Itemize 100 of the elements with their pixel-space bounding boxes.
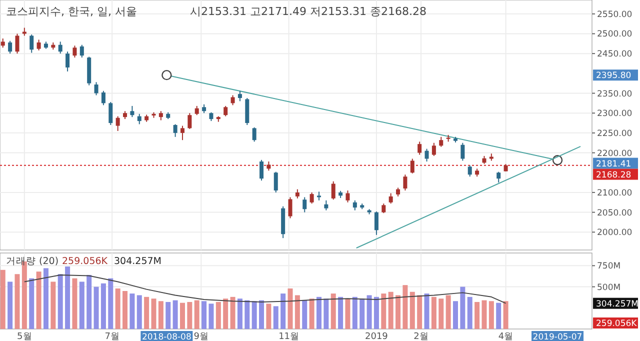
bar — [488, 301, 494, 329]
y-tick-label: 2100.00 — [597, 188, 632, 198]
x-tick-label: 11월 — [278, 332, 300, 341]
bar — [36, 272, 42, 329]
bar — [280, 294, 286, 329]
bar — [324, 298, 329, 329]
bar — [374, 296, 379, 329]
bar — [208, 304, 214, 329]
bar — [65, 266, 70, 329]
bar — [467, 296, 472, 329]
bar — [244, 300, 250, 329]
bar — [180, 302, 185, 329]
bar — [216, 302, 221, 329]
chart-title: 거래량 (20) — [6, 256, 59, 267]
bar — [410, 292, 415, 329]
bar — [130, 294, 135, 329]
bar — [417, 295, 422, 329]
bar — [187, 302, 192, 329]
y-tick-label: 500M — [597, 282, 621, 293]
ref-line-label: 2168.28 — [596, 170, 632, 180]
y-tick-label: 2350.00 — [597, 89, 632, 100]
bar — [388, 292, 394, 329]
bar — [202, 301, 207, 329]
bar — [338, 296, 344, 329]
text: 코스피지수, 한국, 일, 서울 — [6, 5, 137, 18]
bar — [352, 296, 358, 329]
bar — [309, 298, 314, 329]
bar — [115, 288, 120, 329]
bar — [259, 300, 264, 329]
bar — [144, 296, 150, 329]
bar — [452, 301, 458, 329]
x-tick-label: 5월 — [17, 332, 32, 341]
bar — [294, 295, 300, 329]
bar — [474, 302, 480, 329]
bar — [266, 304, 272, 329]
bar — [122, 291, 128, 329]
line-series — [24, 274, 506, 304]
x-tick-label: 9월 — [194, 332, 209, 341]
bar — [252, 301, 257, 329]
bar — [43, 268, 48, 329]
bar — [446, 295, 451, 329]
text: 2395.80 — [596, 71, 632, 82]
annotation: 304.257M — [114, 256, 162, 267]
bar — [136, 295, 142, 329]
bar — [166, 302, 171, 329]
text: 시2153.31 고2171.49 저2153.31 종2168.28 — [190, 5, 426, 18]
y-tick-label: 750M — [597, 262, 621, 272]
bar — [396, 295, 401, 329]
bar — [151, 298, 156, 329]
bar — [0, 270, 6, 329]
text: 2181.41 — [596, 159, 632, 170]
bar — [460, 286, 466, 329]
bar — [482, 300, 487, 329]
bar — [172, 300, 178, 329]
y-tick-label: 2250.00 — [597, 128, 632, 139]
bar — [58, 274, 63, 329]
x-tick-label: 2월 — [414, 332, 428, 341]
bar — [302, 300, 308, 329]
bar — [230, 296, 236, 329]
y-tick-label: 2300.00 — [597, 109, 632, 120]
bar — [360, 298, 365, 329]
bar — [366, 295, 372, 329]
bar — [223, 298, 228, 329]
bar — [503, 301, 508, 329]
bar — [194, 300, 200, 329]
bar — [14, 274, 20, 329]
y-tick-label: 2000.00 — [597, 228, 632, 238]
bar — [345, 298, 350, 329]
text: 304.257M — [596, 299, 638, 310]
text: 2018-08-08 — [142, 332, 192, 341]
y-tick-label: 2500.00 — [597, 30, 632, 40]
bar — [108, 278, 114, 329]
bar — [402, 285, 408, 329]
bar — [438, 298, 444, 329]
bar — [8, 282, 13, 329]
bar — [381, 294, 386, 329]
bar — [50, 282, 56, 329]
bar — [79, 282, 84, 329]
bar — [72, 278, 78, 329]
annotation: 259.056K — [62, 256, 108, 267]
bar — [330, 294, 336, 329]
y-tick-label: 2450.00 — [597, 50, 632, 60]
y-tick-label: 2550.00 — [597, 10, 632, 20]
bar — [288, 288, 293, 329]
bar — [86, 274, 92, 329]
text: 259.056K — [596, 319, 638, 329]
x-tick-label: 2019 — [365, 332, 388, 341]
bar — [316, 296, 322, 329]
x-tick-label: 4월 — [498, 332, 514, 341]
x-tick-label: 7월 — [104, 332, 120, 341]
bar — [29, 278, 34, 329]
y-tick-label: 2050.00 — [597, 208, 632, 218]
bar — [273, 306, 278, 329]
bar — [431, 296, 436, 329]
bar — [237, 298, 242, 329]
bar — [94, 286, 99, 329]
text: 2019-05-07 — [532, 332, 582, 341]
bar — [100, 283, 106, 329]
bar — [158, 301, 164, 329]
bar — [424, 294, 430, 329]
